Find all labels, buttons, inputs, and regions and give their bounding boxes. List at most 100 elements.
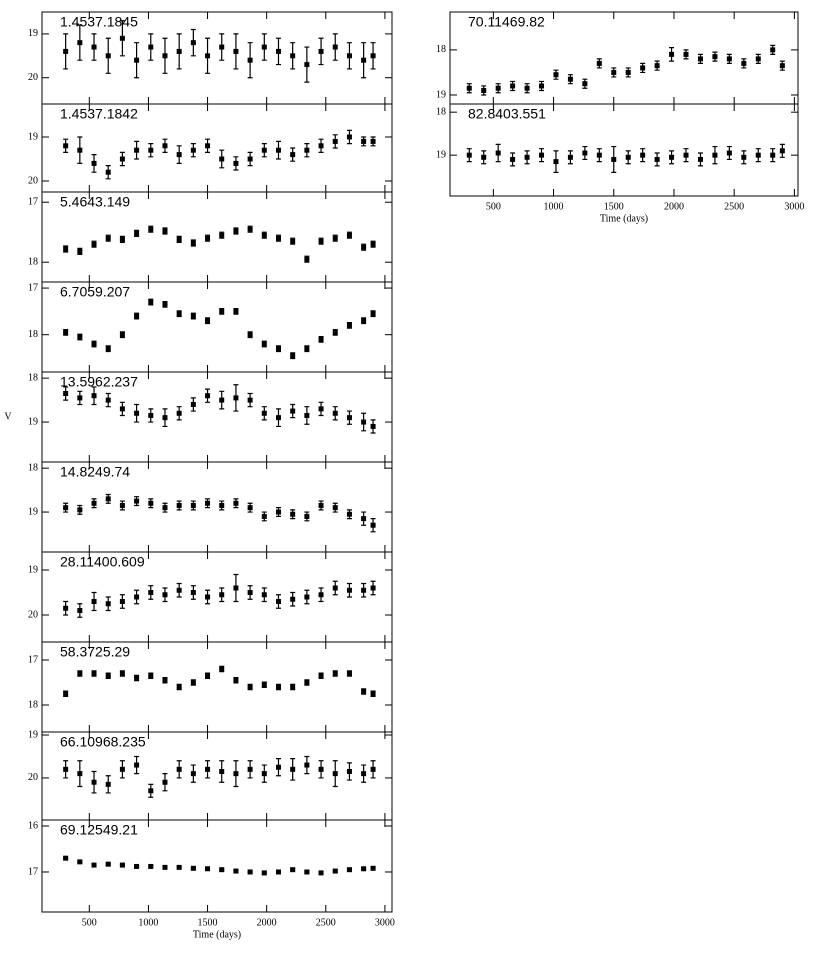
data-point: [77, 671, 83, 676]
data-point: [361, 419, 367, 425]
data-point: [346, 511, 352, 517]
data-point: [91, 393, 97, 399]
data-point: [332, 138, 338, 144]
y-tick-label: 19: [436, 89, 446, 100]
data-point: [63, 505, 69, 511]
data-point: [119, 406, 125, 412]
data-point: [105, 601, 111, 607]
data-point: [91, 341, 97, 347]
data-point: [119, 332, 125, 338]
x-tick-label: 1000: [544, 201, 564, 212]
panel-title: 13.5962.237: [60, 374, 138, 390]
data-point: [290, 684, 296, 690]
data-point: [134, 147, 140, 153]
data-point: [361, 138, 367, 144]
y-tick-label: 19: [28, 28, 38, 39]
data-point: [190, 40, 196, 46]
data-point: [611, 69, 617, 75]
data-point: [247, 766, 253, 772]
data-point: [219, 592, 225, 598]
data-point: [176, 152, 182, 158]
data-point: [233, 48, 239, 54]
data-point: [370, 865, 376, 871]
data-point: [370, 311, 376, 317]
data-point: [134, 410, 140, 416]
data-point: [219, 397, 225, 403]
data-point: [625, 69, 631, 75]
data-point: [304, 346, 310, 352]
data-point: [290, 152, 296, 158]
data-point: [654, 63, 660, 69]
data-point: [134, 57, 140, 63]
data-point: [539, 152, 545, 158]
data-point: [162, 779, 168, 785]
data-point: [105, 397, 111, 403]
data-point: [190, 401, 196, 407]
data-point: [105, 235, 111, 241]
data-point: [247, 590, 253, 595]
data-point: [233, 677, 239, 683]
data-point: [524, 85, 530, 91]
data-point: [91, 671, 97, 676]
data-point: [205, 393, 211, 399]
data-point: [247, 869, 253, 875]
data-point: [134, 762, 140, 768]
data-point: [233, 585, 239, 591]
x-tick-label: 3000: [784, 201, 804, 212]
panel-title: 28.11400.609: [60, 554, 145, 570]
data-point: [190, 147, 196, 153]
data-point: [261, 682, 267, 688]
data-point: [190, 313, 196, 319]
data-point: [63, 691, 69, 697]
data-point: [318, 143, 324, 149]
data-point: [304, 412, 310, 418]
data-point: [91, 500, 97, 506]
data-point: [275, 147, 281, 153]
data-point: [290, 353, 296, 359]
data-point: [495, 150, 501, 156]
data-point: [205, 866, 211, 872]
y-tick-label: 19: [28, 729, 38, 740]
data-point: [510, 156, 516, 162]
data-point: [205, 766, 211, 772]
data-point: [162, 143, 168, 149]
data-point: [770, 47, 776, 53]
data-point: [290, 596, 296, 602]
data-point: [176, 684, 182, 690]
data-point: [669, 154, 675, 160]
data-point: [148, 500, 154, 506]
data-point: [596, 60, 602, 66]
data-point: [770, 152, 776, 158]
data-point: [625, 154, 631, 160]
data-point: [318, 592, 324, 598]
y-tick-label: 19: [28, 131, 38, 142]
data-point: [370, 766, 376, 772]
data-point: [332, 410, 338, 416]
data-point: [361, 689, 367, 694]
data-point: [370, 691, 376, 697]
data-point: [370, 241, 376, 247]
data-point: [148, 863, 154, 869]
data-point: [176, 864, 182, 870]
data-point: [553, 159, 559, 165]
data-point: [361, 57, 367, 63]
x-tick-label: 2500: [724, 201, 744, 212]
data-point: [683, 152, 689, 158]
data-point: [332, 44, 338, 50]
x-axis-label: Time (days): [600, 213, 648, 224]
data-point: [304, 513, 310, 519]
data-point: [134, 498, 140, 504]
data-point: [261, 232, 267, 238]
x-tick-label: 500: [486, 201, 501, 212]
y-tick-label: 17: [28, 866, 38, 877]
data-point: [726, 150, 732, 156]
data-point: [77, 40, 83, 46]
data-point: [148, 44, 154, 50]
data-point: [275, 235, 281, 241]
y-tick-label: 18: [28, 329, 38, 340]
x-tick-label: 1500: [198, 917, 218, 928]
y-tick-label: 18: [28, 462, 38, 473]
data-point: [233, 395, 239, 401]
panel-title: 66.10968.235: [60, 734, 146, 750]
